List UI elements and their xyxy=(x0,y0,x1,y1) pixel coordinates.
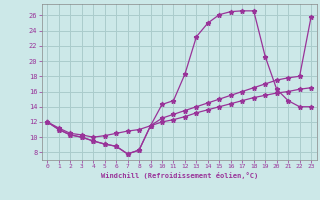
X-axis label: Windchill (Refroidissement éolien,°C): Windchill (Refroidissement éolien,°C) xyxy=(100,172,258,179)
